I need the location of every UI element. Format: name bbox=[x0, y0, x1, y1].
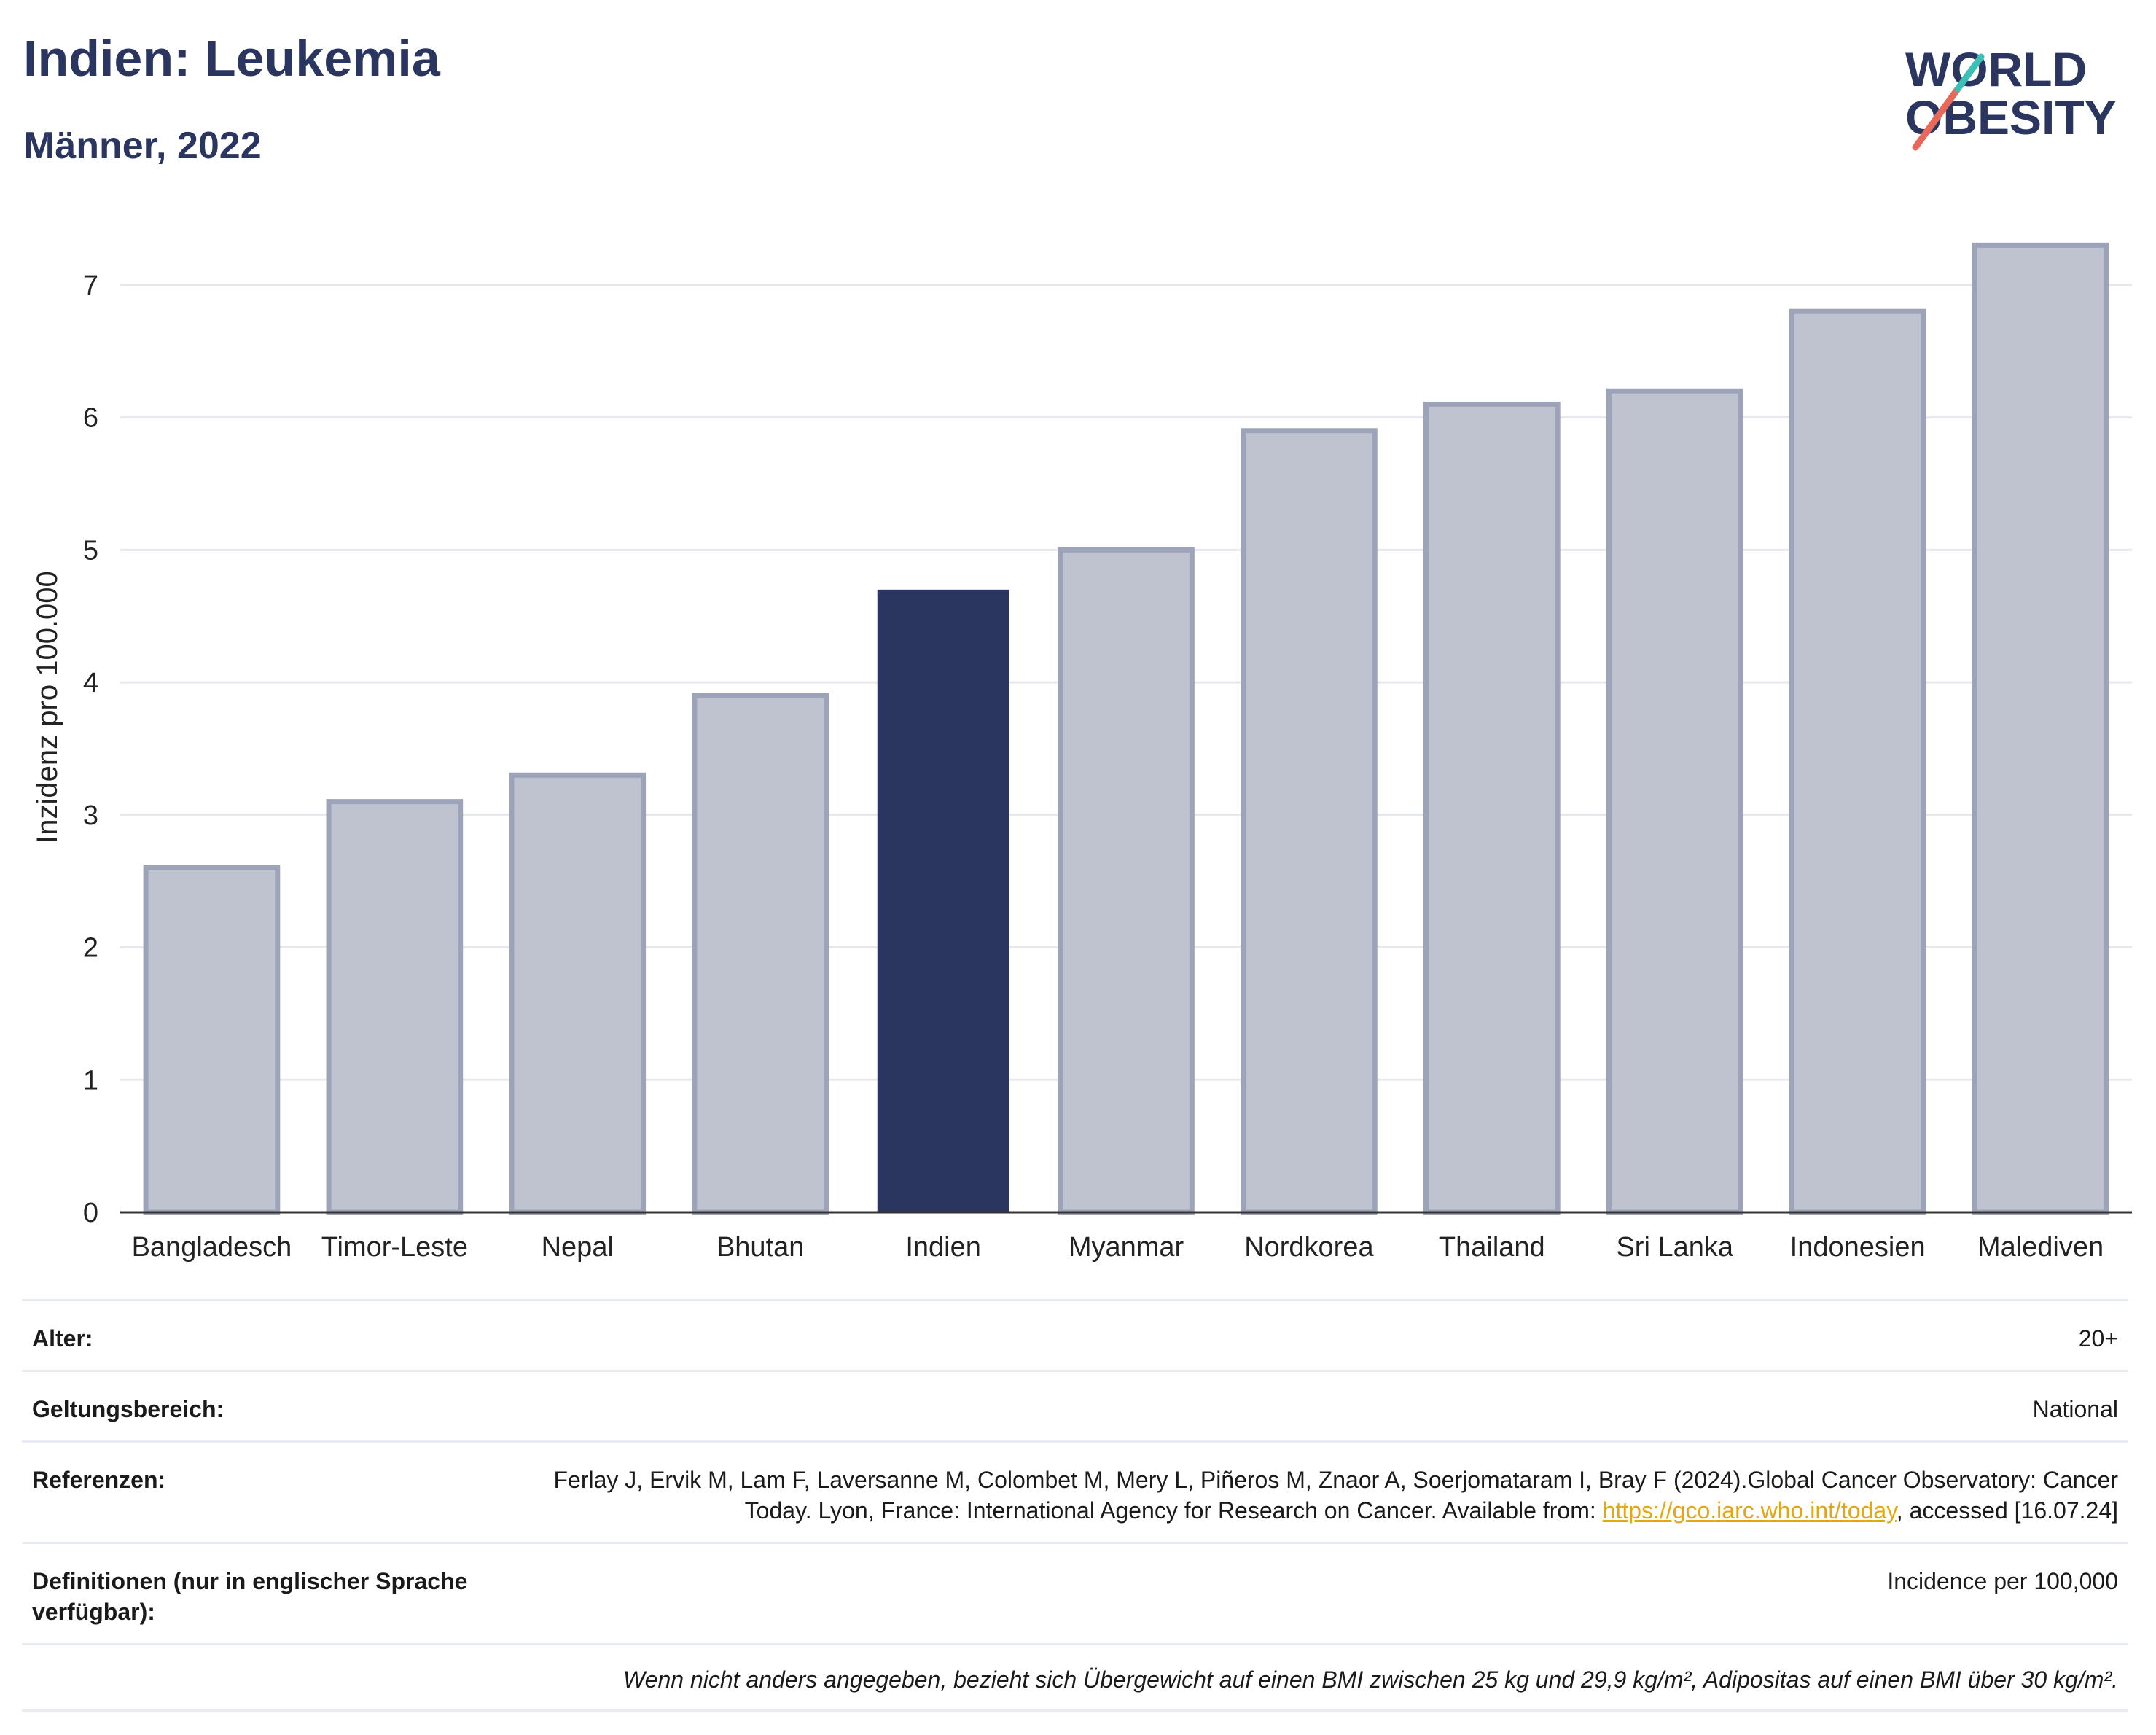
bar-indonesien bbox=[1789, 308, 1926, 1215]
logo-slash-red bbox=[1912, 85, 1961, 151]
info-table: Alter: 20+ Geltungsbereich: National Ref… bbox=[22, 1299, 2128, 1712]
x-tick-label: Indonesien bbox=[1790, 1232, 1926, 1263]
bar-timor-leste bbox=[326, 799, 464, 1215]
bar-myanmar bbox=[1058, 547, 1195, 1215]
x-tick-label: Nordkorea bbox=[1244, 1232, 1374, 1263]
bars bbox=[143, 242, 2109, 1215]
bar-bangladesch bbox=[143, 865, 281, 1215]
y-tick-label: 4 bbox=[83, 668, 98, 698]
bar-nordkorea bbox=[1241, 428, 1378, 1215]
x-tick-label: Timor-Leste bbox=[321, 1232, 468, 1263]
references-link[interactable]: https://gco.iarc.who.int/today bbox=[1602, 1497, 1897, 1524]
x-tick-label: Thailand bbox=[1439, 1232, 1545, 1263]
references-text: Ferlay J, Ervik M, Lam F, Laversanne M, … bbox=[553, 1467, 2118, 1524]
x-tick-label: Nepal bbox=[542, 1232, 614, 1263]
info-row-definitions: Definitionen (nur in englischer Sprache … bbox=[22, 1542, 2128, 1643]
bar-malediven bbox=[1972, 242, 2109, 1215]
bar-sri-lanka bbox=[1606, 388, 1743, 1215]
chart-title: Indien: Leukemia bbox=[23, 30, 440, 87]
info-row-age: Alter: 20+ bbox=[22, 1299, 2128, 1370]
info-label-definitions: Definitionen (nur in englischer Sprache … bbox=[32, 1568, 468, 1625]
bar-bhutan bbox=[692, 693, 829, 1215]
y-tick-label: 1 bbox=[83, 1065, 98, 1096]
y-tick-label: 0 bbox=[83, 1198, 98, 1228]
bmi-note: Wenn nicht anders angegeben, bezieht sic… bbox=[22, 1643, 2128, 1712]
x-tick-label: Indien bbox=[905, 1232, 981, 1263]
x-tick-label: Myanmar bbox=[1069, 1232, 1184, 1263]
x-tick-label: Sri Lanka bbox=[1616, 1232, 1733, 1263]
bar-thailand bbox=[1423, 401, 1561, 1215]
info-row-scope: Geltungsbereich: National bbox=[22, 1370, 2128, 1440]
bar-nepal bbox=[509, 772, 647, 1215]
y-tick-label: 6 bbox=[83, 403, 98, 434]
info-value-definitions: Incidence per 100,000 bbox=[1887, 1568, 2118, 1594]
info-label-scope: Geltungsbereich: bbox=[32, 1396, 224, 1422]
world-obesity-logo: WORLD OBESITY bbox=[1905, 42, 2117, 151]
bar-indien bbox=[877, 589, 1009, 1212]
info-value-scope: National bbox=[2032, 1396, 2118, 1422]
x-tick-label: Bhutan bbox=[716, 1232, 804, 1263]
info-row-references: Referenzen: Ferlay J, Ervik M, Lam F, La… bbox=[22, 1440, 2128, 1542]
x-tick-label: Bangladesch bbox=[132, 1232, 292, 1263]
references-accessed: , accessed [16.07.24] bbox=[1896, 1497, 2118, 1524]
x-tick-label: Malediven bbox=[1977, 1232, 2104, 1263]
info-value-references: Ferlay J, Ervik M, Lam F, Laversanne M, … bbox=[542, 1465, 2118, 1526]
chart-subtitle: Männer, 2022 bbox=[23, 125, 262, 167]
y-tick-label: 7 bbox=[83, 270, 98, 301]
logo-line-1: WORLD bbox=[1905, 42, 2087, 96]
y-tick-label: 3 bbox=[83, 800, 98, 831]
info-label-references: Referenzen: bbox=[32, 1467, 166, 1493]
y-tick-label: 2 bbox=[83, 933, 98, 964]
tick-labels: 0 1 2 3 4 5 6 7 Bangladesch Timor-Leste Nepal Bhuta… bbox=[83, 270, 2104, 1263]
info-value-age: 20+ bbox=[2078, 1325, 2118, 1352]
info-label-age: Alter: bbox=[32, 1325, 93, 1352]
logo-slash-teal bbox=[1954, 53, 1985, 93]
y-tick-label: 5 bbox=[83, 535, 98, 566]
y-axis-title: Inzidenz pro 100.000 bbox=[31, 571, 63, 843]
bar-chart: 0 1 2 3 4 5 6 7 Bangladesch Timor-Leste Nepal Bhuta… bbox=[31, 242, 2132, 1263]
